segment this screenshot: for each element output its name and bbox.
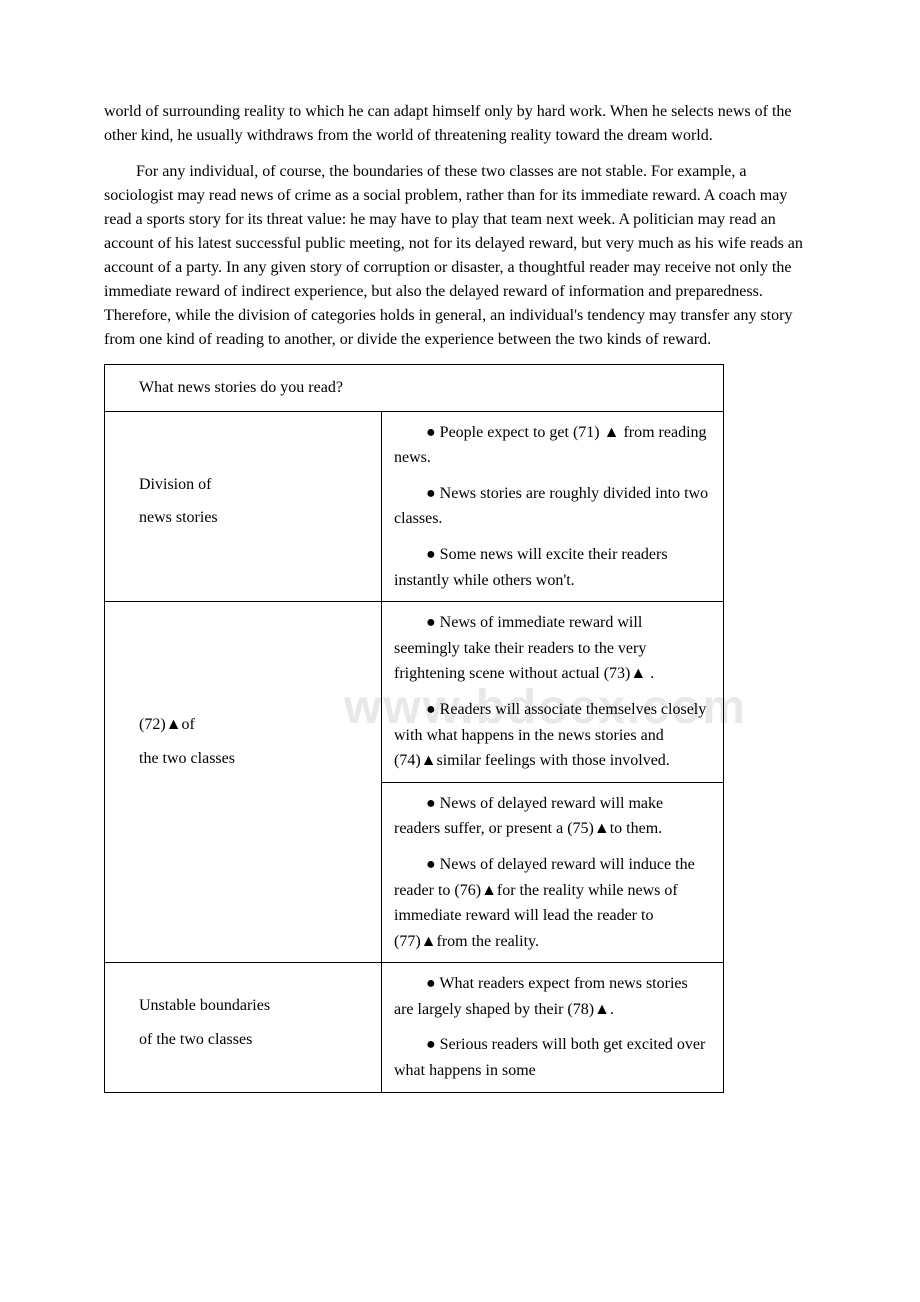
row1-left-line2: news stories xyxy=(139,505,369,531)
row2-right-cell: ● News of immediate reward will seemingl… xyxy=(382,602,724,783)
row1-bullet-3: ● Some news will excite their readers in… xyxy=(394,542,711,593)
body-paragraph-1: world of surrounding reality to which he… xyxy=(104,100,816,148)
row3-bullet-2: ● News of delayed reward will induce the… xyxy=(394,852,711,954)
row2-left-cell: (72)▲of the two classes xyxy=(105,602,382,963)
table-header-cell: What news stories do you read? xyxy=(105,365,724,412)
row4-right-cell: ● What readers expect from news stories … xyxy=(382,963,724,1092)
row1-left-cell: Division of news stories xyxy=(105,411,382,602)
row1-right-cell: ● People expect to get (71) ▲ from readi… xyxy=(382,411,724,602)
row4-bullet-2: ● Serious readers will both get excited … xyxy=(394,1032,711,1083)
table-row: Division of news stories ● People expect… xyxy=(105,411,724,602)
row1-left-line1: Division of xyxy=(139,472,369,498)
body-paragraph-2: For any individual, of course, the bound… xyxy=(104,160,816,352)
row1-bullet-1: ● People expect to get (71) ▲ from readi… xyxy=(394,420,711,471)
row2-bullet-1: ● News of immediate reward will seemingl… xyxy=(394,610,711,687)
row3-right-cell: ● News of delayed reward will make reade… xyxy=(382,782,724,963)
row4-left-line2: of the two classes xyxy=(139,1027,369,1053)
row1-bullet-2: ● News stories are roughly divided into … xyxy=(394,481,711,532)
table-row: (72)▲of the two classes ● News of immedi… xyxy=(105,602,724,783)
row2-left-line2: the two classes xyxy=(139,746,369,772)
row4-bullet-1: ● What readers expect from news stories … xyxy=(394,971,711,1022)
row4-left-cell: Unstable boundaries of the two classes xyxy=(105,963,382,1092)
row3-bullet-1: ● News of delayed reward will make reade… xyxy=(394,791,711,842)
news-stories-table: What news stories do you read? Division … xyxy=(104,364,724,1093)
table-row: Unstable boundaries of the two classes ●… xyxy=(105,963,724,1092)
row2-left-line1: (72)▲of xyxy=(139,712,369,738)
row4-left-line1: Unstable boundaries xyxy=(139,993,369,1019)
table-header-row: What news stories do you read? xyxy=(105,365,724,412)
row2-bullet-2: ● Readers will associate themselves clos… xyxy=(394,697,711,774)
